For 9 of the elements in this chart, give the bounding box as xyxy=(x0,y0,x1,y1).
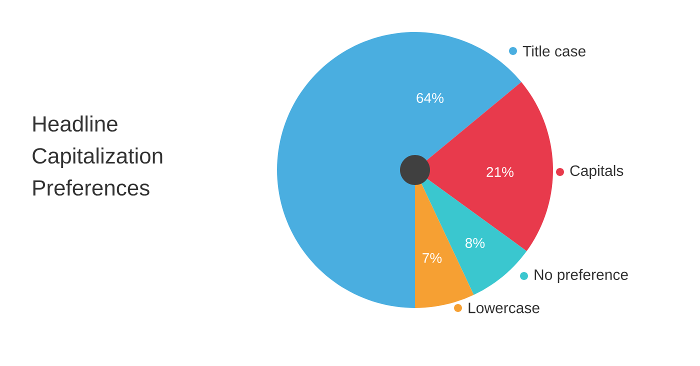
legend-label: Title case xyxy=(522,45,586,56)
legend-label: No preference xyxy=(534,269,628,283)
data-label: 64% xyxy=(416,93,444,103)
data-label: 7% xyxy=(422,253,442,263)
legend-label: Lowercase xyxy=(468,302,540,314)
data-label: 8% xyxy=(466,238,485,248)
data-label: 21% xyxy=(486,167,514,177)
text: Headline Capitalization Preferences xyxy=(32,116,162,196)
legend-label: Capitals xyxy=(570,164,624,179)
